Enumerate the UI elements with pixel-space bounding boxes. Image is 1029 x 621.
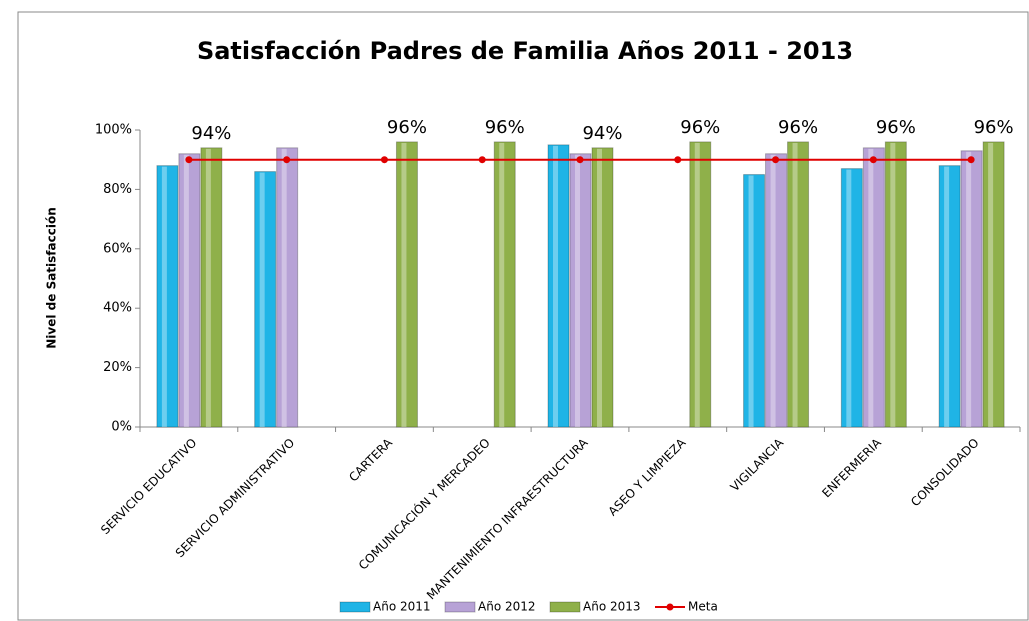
meta-point (380, 156, 388, 164)
bar-highlight (553, 145, 558, 427)
bar-highlight (597, 148, 602, 427)
data-label: 96% (974, 117, 1014, 138)
y-tick-label: 20% (103, 360, 132, 375)
bar (156, 165, 179, 428)
data-label: 96% (485, 117, 525, 138)
bar (840, 168, 863, 428)
bar-highlight (944, 166, 950, 427)
bar (960, 150, 983, 428)
bar-highlight (890, 142, 896, 427)
y-tick-label: 100% (95, 123, 132, 138)
bar (862, 147, 885, 428)
legend-swatch (339, 601, 371, 613)
bar (591, 147, 614, 428)
legend-label: Año 2011 (373, 600, 431, 614)
bar (982, 141, 1005, 428)
bar-highlight (401, 142, 407, 427)
bar-highlight (748, 175, 754, 427)
data-label: 96% (680, 117, 720, 138)
legend-swatch (444, 601, 476, 613)
bar (547, 144, 570, 428)
bar-highlight (281, 148, 287, 427)
meta-point (185, 156, 193, 164)
data-label: 94% (582, 123, 622, 144)
bar-highlight (183, 154, 189, 427)
y-tick-label: 0% (111, 420, 132, 435)
bar-highlight (988, 142, 994, 427)
y-axis-label: Nivel de Satisfacción (45, 207, 59, 349)
data-label: 96% (876, 117, 916, 138)
bar-highlight (205, 148, 211, 427)
legend-marker (666, 603, 674, 611)
bar (200, 147, 223, 428)
bar-highlight (499, 142, 505, 427)
chart-title: Satisfacción Padres de Familia Años 2011… (197, 37, 853, 65)
meta-point (478, 156, 486, 164)
bar (276, 147, 299, 428)
bar (787, 141, 810, 428)
bar-highlight (966, 151, 972, 428)
legend-label: Año 2013 (583, 600, 641, 614)
data-label: 94% (191, 123, 231, 144)
y-tick-label: 60% (103, 241, 132, 256)
bar (938, 165, 961, 428)
bar (743, 174, 766, 428)
bar-highlight (575, 154, 580, 427)
y-tick-label: 40% (103, 301, 132, 316)
legend-label: Año 2012 (478, 600, 536, 614)
bar-highlight (868, 148, 874, 427)
bar (689, 141, 712, 428)
bar-highlight (161, 166, 167, 427)
bar (395, 141, 418, 428)
data-label: 96% (387, 117, 427, 138)
meta-point (869, 156, 877, 164)
meta-point (772, 156, 780, 164)
bar-highlight (770, 154, 776, 427)
bar (178, 153, 201, 428)
meta-point (283, 156, 291, 164)
meta-point (576, 156, 584, 164)
y-tick-label: 80% (103, 182, 132, 197)
legend-swatch (549, 601, 581, 613)
data-label: 96% (778, 117, 818, 138)
bar-highlight (846, 169, 852, 428)
meta-point (967, 156, 975, 164)
bar (569, 153, 592, 428)
legend-label: Meta (688, 600, 718, 614)
bar-highlight (694, 142, 700, 427)
bar (254, 171, 277, 428)
bar (884, 141, 907, 428)
bar-highlight (792, 142, 798, 427)
bar-highlight (259, 172, 265, 427)
bar (493, 141, 516, 428)
bar (765, 153, 788, 428)
meta-point (674, 156, 682, 164)
